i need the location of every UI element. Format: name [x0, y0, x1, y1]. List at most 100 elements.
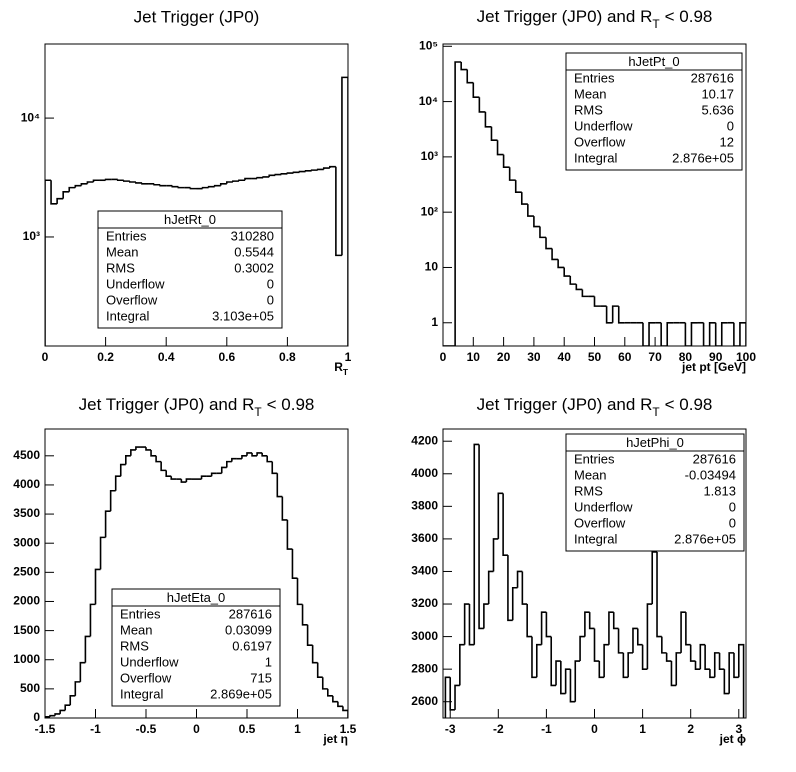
stats-value: 2.876e+05 — [672, 150, 734, 165]
x-tick-label: 2 — [687, 722, 694, 736]
histogram-bin — [86, 181, 94, 184]
chart-title-part: Jet Trigger (JP0) and R — [477, 7, 653, 26]
x-tick-label: 0.4 — [158, 350, 175, 364]
histogram-bin — [304, 170, 312, 172]
x-tick-label: 30 — [527, 350, 541, 364]
histogram-bin — [581, 289, 589, 298]
histogram-bin — [296, 578, 303, 606]
x-tick-label: 40 — [558, 350, 572, 364]
histogram-bin — [739, 321, 746, 346]
histogram-bin — [122, 180, 130, 182]
histogram-bin — [574, 660, 581, 702]
histogram-bin — [298, 170, 306, 173]
histogram-bin — [256, 176, 264, 179]
histogram-bin — [497, 492, 504, 539]
histogram-bin — [329, 165, 336, 169]
histogram-bin — [244, 177, 252, 181]
histogram-bin — [670, 661, 677, 687]
histogram-bin — [608, 611, 614, 645]
stats-name: hJetPt_0 — [628, 54, 679, 69]
histogram-bin — [54, 713, 61, 716]
histogram-bin — [238, 179, 245, 182]
x-tick-label: 0 — [42, 350, 49, 364]
histogram-bin — [478, 444, 484, 630]
histogram-bin — [642, 322, 650, 346]
histogram-bin — [99, 536, 106, 570]
histogram-bin — [125, 455, 131, 465]
histogram-bin — [605, 306, 613, 324]
histogram-bin — [109, 489, 116, 512]
histogram-bin — [316, 168, 324, 171]
histogram-bin — [316, 662, 323, 679]
histogram-bin — [466, 69, 474, 84]
histogram-bin — [521, 571, 528, 605]
y-tick-label: 3200 — [411, 596, 438, 610]
histogram-bin — [483, 603, 489, 629]
stats-value: 0.6197 — [232, 638, 272, 653]
histogram-bin — [251, 452, 258, 457]
stats-value: 287616 — [229, 606, 272, 621]
stats-label: Entries — [574, 70, 615, 85]
x-tick-label: 1 — [639, 722, 646, 736]
histogram-bin — [104, 178, 112, 181]
histogram-bin — [332, 695, 338, 703]
stats-label: Entries — [574, 451, 615, 466]
histogram-bin — [520, 192, 528, 205]
x-axis-label-part: R — [334, 360, 343, 374]
histogram-bin — [569, 276, 577, 285]
histogram-bin — [342, 706, 348, 718]
histogram-bin — [171, 185, 179, 188]
histogram-bin — [276, 473, 283, 498]
histogram-bin — [714, 322, 722, 346]
histogram-bin — [226, 181, 233, 184]
histogram-bin — [713, 652, 720, 678]
histogram-bin — [306, 624, 313, 646]
stats-value: 310280 — [231, 228, 274, 243]
stats-label: Overflow — [120, 670, 172, 685]
histogram-bin — [459, 643, 465, 686]
histogram-bin — [153, 183, 161, 186]
histogram-bin — [490, 126, 498, 142]
histogram-bin — [104, 510, 111, 538]
stats-label: Underflow — [574, 118, 633, 133]
chart-title-part: Jet Trigger (JP0) and R — [79, 395, 255, 414]
stats-value: 2.869e+05 — [210, 686, 272, 701]
histogram-bin — [502, 493, 508, 556]
histogram-bin — [718, 652, 725, 670]
x-tick-label: 0.6 — [218, 350, 235, 364]
histogram-bin — [694, 661, 701, 670]
histogram-bin — [472, 82, 480, 99]
x-tick-label: 20 — [497, 350, 511, 364]
histogram-bin — [702, 322, 710, 346]
histogram-bin — [632, 627, 638, 653]
histogram-bin — [165, 470, 172, 477]
histogram-bin — [492, 538, 499, 572]
histogram-bin — [92, 179, 100, 182]
histogram-bin — [292, 171, 300, 174]
histogram-bin — [180, 479, 187, 483]
histogram-bin — [200, 475, 207, 480]
stats-value: 0 — [727, 118, 734, 133]
chart-title: Jet Trigger (JP0) — [134, 7, 260, 26]
histogram-bin — [560, 661, 566, 695]
histogram-bin — [733, 652, 739, 679]
histogram-bin — [704, 644, 710, 670]
histogram-bin — [286, 172, 294, 174]
histogram-bin — [291, 549, 298, 579]
x-tick-label: 90 — [709, 350, 723, 364]
histogram-bin — [129, 181, 136, 183]
stats-value: 2.876e+05 — [674, 531, 736, 546]
y-tick-label: 1 — [431, 315, 438, 329]
histogram-bin — [508, 167, 516, 181]
y-tick-label: 10⁴ — [419, 94, 438, 108]
stats-value: 0 — [267, 292, 274, 307]
histogram-bin — [337, 701, 343, 708]
y-tick-label: 3500 — [13, 506, 40, 520]
histogram-bin — [266, 455, 273, 463]
x-tick-label: -1 — [90, 722, 101, 736]
histogram-bin — [241, 455, 247, 459]
histogram-bin — [460, 61, 468, 71]
histogram-bin — [484, 111, 492, 128]
histogram-bin — [84, 635, 91, 663]
histogram-bin — [622, 652, 629, 679]
